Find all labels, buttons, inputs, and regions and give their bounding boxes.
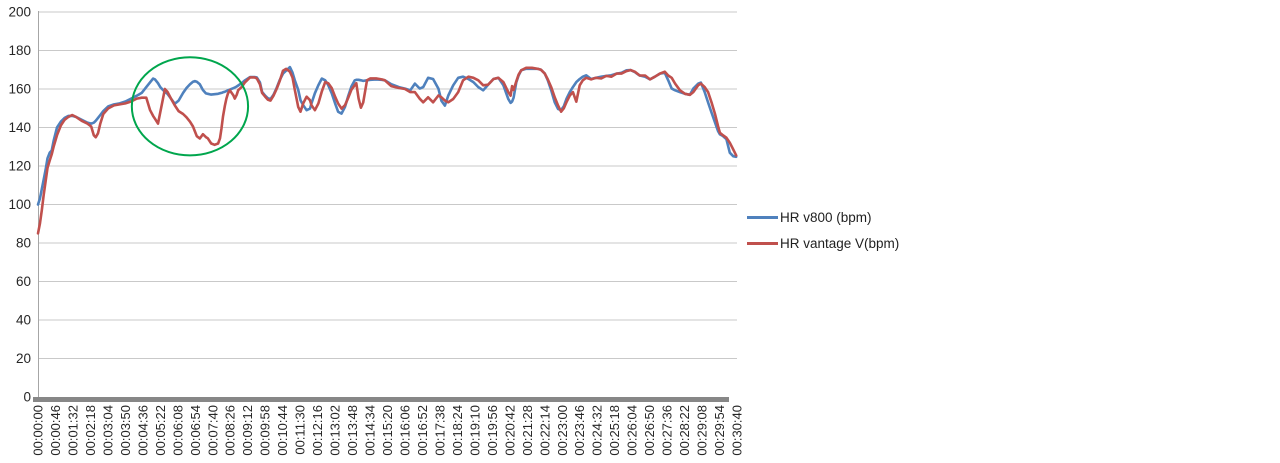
x-tick-label: 00:24:32 — [590, 405, 605, 456]
x-tick-label: 00:07:40 — [205, 405, 220, 456]
x-tick-label: 00:09:12 — [240, 405, 255, 456]
x-tick-label: 00:29:08 — [695, 405, 710, 456]
x-tick-label: 00:05:22 — [153, 405, 168, 456]
y-tick-label: 160 — [8, 82, 31, 97]
x-tick-label: 00:06:54 — [188, 405, 203, 456]
x-tick-label: 00:03:04 — [100, 405, 115, 456]
y-tick-label: 40 — [16, 313, 31, 328]
x-tick-label: 00:01:32 — [65, 405, 80, 456]
y-tick-label: 60 — [16, 274, 31, 289]
x-axis-band — [33, 397, 729, 402]
x-tick-label: 00:26:04 — [625, 405, 640, 456]
y-tick-label: 140 — [8, 120, 31, 135]
x-tick-label: 00:30:40 — [730, 405, 745, 456]
x-tick-label: 00:26:50 — [642, 405, 657, 456]
x-tick-label: 00:08:26 — [223, 405, 238, 456]
x-tick-label: 00:22:14 — [537, 405, 552, 456]
y-tick-label: 200 — [8, 5, 31, 20]
y-tick-label: 120 — [8, 159, 31, 174]
x-tick-label: 00:18:24 — [450, 405, 465, 456]
legend-item-hr-vantage-v: HR vantage V(bpm) — [747, 235, 899, 251]
x-tick-label: 00:06:08 — [170, 405, 185, 456]
x-tick-label: 00:13:02 — [328, 405, 343, 456]
legend-line-hr-v800 — [747, 215, 778, 219]
x-tick-label: 00:27:36 — [660, 405, 675, 456]
y-tick-label: 20 — [16, 351, 31, 366]
x-tick-label: 00:02:18 — [83, 405, 98, 456]
x-tick-label: 00:11:30 — [293, 405, 308, 455]
x-tick-label: 00:12:16 — [310, 405, 325, 456]
x-tick-label: 00:10:44 — [275, 405, 290, 456]
x-tick-label: 00:19:10 — [467, 405, 482, 456]
x-tick-label: 00:28:22 — [677, 405, 692, 456]
x-tick-label: 00:21:28 — [520, 405, 535, 456]
legend-label-hr-v800: HR v800 (bpm) — [780, 209, 872, 225]
x-tick-label: 00:14:34 — [363, 405, 378, 456]
legend-label-hr-vantage-v: HR vantage V(bpm) — [780, 235, 900, 251]
x-tick-label: 00:09:58 — [258, 405, 273, 456]
highlight-ellipse — [130, 56, 250, 157]
x-tick-label: 00:03:50 — [118, 405, 133, 456]
x-tick-label: 00:23:46 — [572, 405, 587, 456]
x-tick-label: 00:00:46 — [48, 405, 63, 456]
y-tick-label: 180 — [8, 43, 31, 58]
x-tick-label: 00:04:36 — [135, 405, 150, 456]
x-tick-label: 00:20:42 — [502, 405, 517, 456]
y-tick-label: 100 — [8, 197, 31, 212]
series-line-hr-vantage-v — [36, 66, 738, 235]
x-tick-label: 00:19:56 — [485, 405, 500, 456]
y-tick-label: 80 — [16, 236, 31, 251]
x-tick-label: 00:15:20 — [380, 405, 395, 456]
x-tick-label: 00:16:52 — [415, 405, 430, 456]
x-tick-label: 00:17:38 — [432, 405, 447, 456]
legend-item-hr-v800: HR v800 (bpm) — [747, 209, 899, 225]
legend: HR v800 (bpm) HR vantage V(bpm) — [747, 209, 899, 261]
x-tick-label: 00:25:18 — [607, 405, 622, 456]
y-tick-label: 0 — [23, 390, 31, 405]
x-tick-label: 00:00:00 — [31, 405, 46, 456]
x-tick-label: 00:13:48 — [345, 405, 360, 456]
x-tick-label: 00:23:00 — [555, 405, 570, 456]
x-tick-label: 00:16:06 — [397, 405, 412, 456]
legend-line-hr-vantage-v — [747, 241, 778, 245]
x-tick-label: 00:29:54 — [712, 405, 727, 456]
